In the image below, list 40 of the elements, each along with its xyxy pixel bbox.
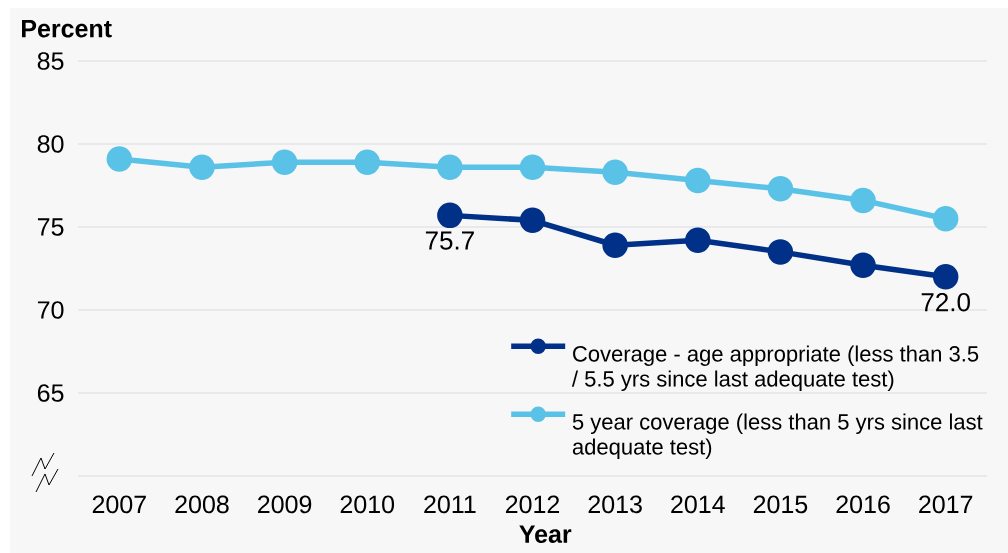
- x-axis-title: Year: [519, 525, 572, 543]
- point: [932, 205, 959, 232]
- point: [932, 264, 959, 290]
- x-tick-label: 2011: [424, 495, 476, 514]
- data-label: 72.0: [921, 292, 970, 312]
- legend-label: 5 year coverage (less than 5 yrs since last adequate test): [572, 413, 983, 459]
- x-tick-label: 2007: [92, 495, 146, 514]
- y-axis-title: Percent: [22, 20, 112, 38]
- point: [437, 154, 463, 180]
- x-tick-label: 2014: [671, 495, 725, 514]
- point: [354, 149, 380, 175]
- point: [767, 239, 794, 265]
- point: [685, 227, 711, 254]
- y-tick-label: 75: [37, 218, 64, 236]
- point: [850, 252, 876, 278]
- point: [602, 232, 628, 258]
- point: [685, 167, 711, 194]
- x-tick-label: 2015: [753, 495, 808, 514]
- y-tick-label: 80: [37, 135, 64, 153]
- y-tick-label: 85: [37, 52, 64, 70]
- x-tick-label: 2016: [836, 495, 890, 514]
- point: [602, 159, 628, 185]
- y-tick-label: 70: [37, 301, 64, 319]
- point: [437, 202, 463, 229]
- x-tick-label: 2008: [175, 495, 229, 514]
- point: [271, 149, 298, 175]
- x-tick-label: 2009: [258, 495, 312, 514]
- y-tick-label: 65: [37, 384, 64, 402]
- point: [850, 187, 876, 214]
- point: [106, 146, 133, 172]
- x-tick-label: 2017: [919, 495, 973, 514]
- point: [519, 207, 546, 234]
- point: [519, 154, 546, 180]
- point: [189, 154, 215, 180]
- data-label: 75.7: [425, 231, 474, 250]
- point: [767, 176, 794, 202]
- legend-label: Coverage - age appropriate (less than 3.5 / 5.5 yrs since last adequate test): [571, 345, 979, 391]
- x-tick-label: 2013: [588, 495, 642, 514]
- x-tick-label: 2012: [505, 495, 560, 514]
- x-tick-label: 2010: [340, 495, 395, 514]
